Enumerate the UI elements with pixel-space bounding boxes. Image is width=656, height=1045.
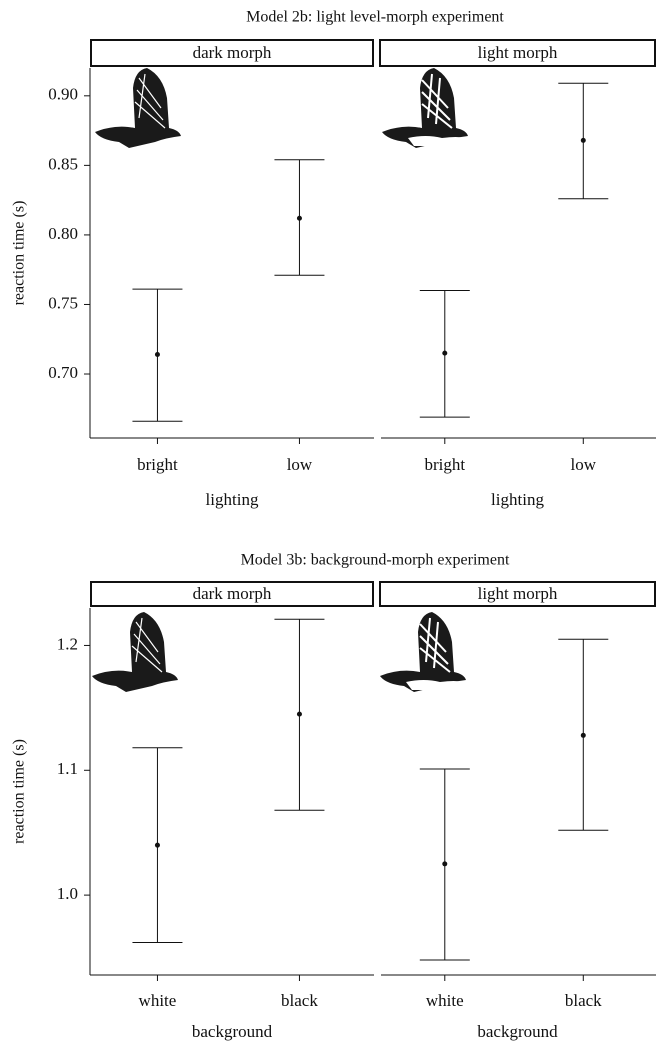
y-tick-label: 0.80 [48, 224, 78, 243]
facet-label: dark morph [193, 43, 272, 62]
point [442, 861, 447, 866]
y-tick-label: 1.0 [57, 884, 78, 903]
facet-label: light morph [478, 584, 558, 603]
facet-label: light morph [478, 43, 558, 62]
point [297, 712, 302, 717]
point [155, 352, 160, 357]
y-axis-label: reaction time (s) [11, 201, 28, 306]
point [581, 733, 586, 738]
x-tick-label: black [281, 991, 318, 1010]
x-tick-label: bright [137, 455, 178, 474]
x-tick-label: low [571, 455, 597, 474]
point [581, 138, 586, 143]
x-axis-label: background [477, 1022, 558, 1041]
chart: Model 2b: light level-morph experiment re… [0, 0, 656, 1045]
facet-label: dark morph [193, 584, 272, 603]
y-tick-label: 1.2 [57, 634, 78, 653]
x-tick-label: low [287, 455, 313, 474]
x-tick-label: bright [424, 455, 465, 474]
chart-title: Model 3b: background-morph experiment [241, 552, 510, 569]
y-axis-label: reaction time (s) [11, 739, 28, 844]
x-axis-label: background [192, 1022, 273, 1041]
y-tick-label: 0.70 [48, 363, 78, 382]
bird-icon [380, 612, 466, 692]
y-tick-label: 0.90 [48, 85, 78, 104]
y-tick-label: 1.1 [57, 759, 78, 778]
x-tick-label: white [139, 991, 177, 1010]
x-tick-label: white [426, 991, 464, 1010]
point [155, 843, 160, 848]
x-axis-label: lighting [206, 490, 259, 509]
y-tick-label: 0.75 [48, 293, 78, 312]
point [442, 351, 447, 356]
bird-icon [92, 612, 178, 692]
bird-icon [382, 68, 468, 148]
chart-title: Model 2b: light level-morph experiment [246, 9, 504, 26]
y-tick-label: 0.85 [48, 154, 78, 173]
x-tick-label: black [565, 991, 602, 1010]
bird-icon [95, 68, 181, 148]
x-axis-label: lighting [491, 490, 544, 509]
point [297, 216, 302, 221]
